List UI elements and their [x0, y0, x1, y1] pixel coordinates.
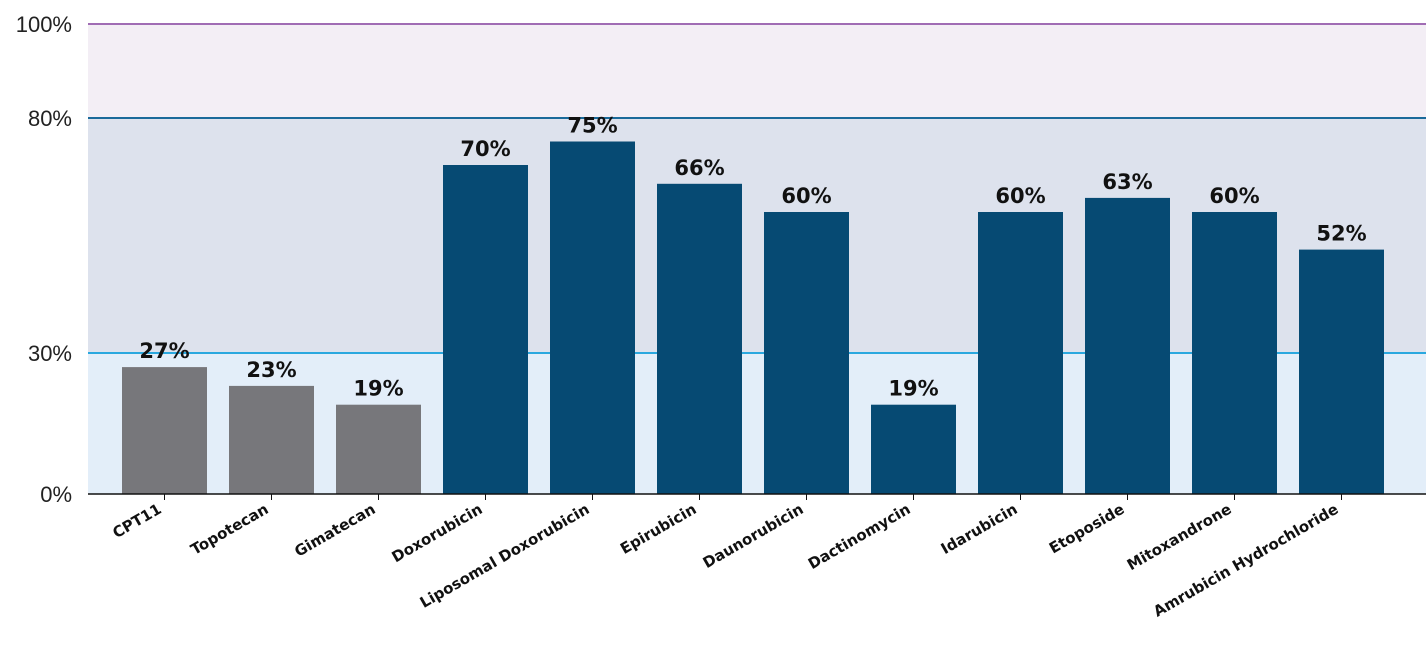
x-tick-labels: CPT11 Topotecan Gimatecan DoxorubicinLiposo… [110, 494, 1342, 621]
data-label-8: 60% [995, 184, 1045, 208]
bar-11 [1299, 249, 1384, 494]
data-label-7: 19% [888, 377, 938, 401]
x-tick-label-7: Dactinomycin [805, 500, 913, 573]
bar-4 [550, 141, 635, 494]
data-label-1: 23% [246, 358, 296, 382]
bar-5 [657, 183, 742, 495]
data-label-9: 63% [1102, 170, 1152, 194]
x-tick-label-2: Gimatecan [291, 500, 378, 561]
x-tick-label-11: Amrubicin Hydrochloride [1150, 500, 1341, 621]
data-label-3: 70% [460, 137, 510, 161]
x-tick-label-8: Idarubicin [938, 500, 1021, 558]
x-tick-label-10: Mitoxandrone [1124, 500, 1235, 574]
x-tick-label-3: Doxorubicin [389, 500, 486, 566]
bar-8 [978, 212, 1063, 494]
data-label-10: 60% [1209, 184, 1259, 208]
y-tick-label-0: 0% [40, 482, 72, 507]
x-tick-label-1: Topotecan [187, 500, 271, 559]
bar-9 [1085, 197, 1170, 494]
x-tick-label-4: Liposomal Doxorubicin [417, 500, 593, 612]
y-tick-labels: 0% 30% 80% 100% [16, 12, 72, 507]
bar-1 [229, 385, 314, 494]
bar-3 [443, 165, 528, 494]
bar-2 [336, 404, 421, 494]
data-label-4: 75% [567, 114, 617, 138]
x-tick-label-6: Daunorubicin [700, 500, 807, 572]
y-tick-label-1: 30% [28, 341, 72, 366]
data-labels: 27% 23% 19% 70% 75% 66% 60% 19% 60% 63% 60% 52% [139, 114, 1366, 401]
y-tick-label-2: 80% [28, 106, 72, 131]
y-tick-label-3: 100% [16, 12, 72, 37]
x-tick-label-5: Epirubicin [617, 500, 699, 558]
bar-6 [764, 212, 849, 494]
x-tick-label-0: CPT11 [110, 500, 165, 542]
band-2 [88, 24, 1426, 118]
data-label-2: 19% [353, 377, 403, 401]
data-label-0: 27% [139, 339, 189, 363]
bar-7 [871, 404, 956, 494]
bar-10 [1192, 212, 1277, 494]
data-label-6: 60% [781, 184, 831, 208]
x-tick-label-9: Etoposide [1046, 500, 1128, 557]
data-label-5: 66% [674, 156, 724, 180]
bar-0 [122, 367, 207, 494]
data-label-11: 52% [1316, 222, 1366, 246]
bars [122, 141, 1384, 495]
